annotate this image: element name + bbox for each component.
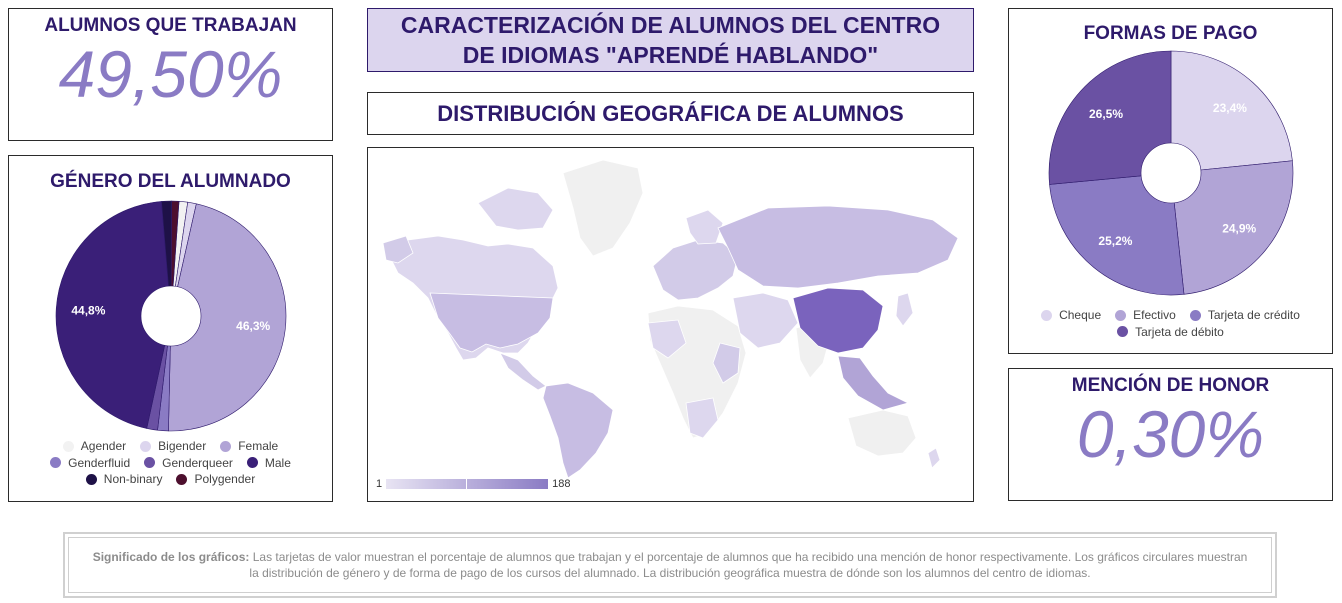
- work-card-title: ALUMNOS QUE TRABAJAN: [44, 15, 297, 36]
- legend-swatch: [220, 440, 232, 452]
- legend-label: Bigender: [158, 439, 207, 453]
- map-color-scale: 1 188: [376, 478, 570, 490]
- legend-label: Female: [238, 439, 279, 453]
- legend-swatch: [1041, 309, 1053, 321]
- work-card-value: 49,50%: [58, 37, 283, 111]
- map-region-new-zealand: [927, 447, 941, 469]
- legend-item-male[interactable]: Male: [246, 455, 291, 471]
- pie-data-label: 46,3%: [236, 319, 270, 333]
- legend-item-genderqueer[interactable]: Genderqueer: [144, 455, 233, 471]
- pie-data-label: 26,5%: [1089, 107, 1123, 121]
- legend-swatch: [62, 440, 74, 452]
- legend-label: Genderqueer: [162, 455, 233, 470]
- legend-item-tarjeta-de-cr-dito[interactable]: Tarjeta de crédito: [1189, 307, 1300, 323]
- work-value-card: ALUMNOS QUE TRABAJAN 49,50%: [8, 8, 333, 141]
- map-region-europe: [652, 239, 739, 301]
- chart-explanation: Significado de los gráficos: Las tarjeta…: [63, 532, 1277, 598]
- payment-pie-card: FORMAS DE PAGO 23,4% 24,9% 25,2% 26,5% Cheq…: [1008, 8, 1333, 354]
- legend-item-polygender[interactable]: Polygender: [176, 471, 255, 487]
- pie-slice-tarjeta-de-cr-dito[interactable]: [1049, 172, 1185, 296]
- gender-pie-title: GÉNERO DEL ALUMNADO: [50, 171, 291, 192]
- map-scale-min: 1: [376, 478, 383, 490]
- map-region-africa-west: [647, 319, 687, 359]
- legend-swatch: [176, 473, 188, 485]
- map-region-central-america: [499, 352, 547, 391]
- legend-swatch: [1117, 326, 1129, 337]
- payment-legend: Cheque Efectivo Tarjeta de crédito Tarjeta …: [1023, 307, 1318, 340]
- chart-explanation-inner: Significado de los gráficos: Las tarjeta…: [68, 537, 1272, 593]
- map-scale-max: 188: [552, 478, 571, 490]
- legend-swatch: [144, 457, 156, 468]
- map-region-australia: [847, 409, 917, 457]
- map-region-south-america: [542, 382, 614, 478]
- map-region-africa-east: [712, 342, 741, 384]
- legend-item-female[interactable]: Female: [220, 438, 278, 454]
- world-map-card: 1 188: [367, 147, 974, 502]
- chart-explanation-label: Significado de los gráficos:: [92, 550, 250, 564]
- map-region-japan: [895, 292, 914, 327]
- map-region-china: [792, 287, 884, 354]
- map-region-middle-east: [732, 292, 799, 349]
- chart-explanation-text: Las tarjetas de valor muestran el porcen…: [249, 550, 1248, 580]
- map-region-greenland: [562, 159, 644, 257]
- legend-item-agender[interactable]: Agender: [62, 438, 127, 454]
- honor-card-title: MENCIÓN DE HONOR: [1071, 375, 1270, 396]
- legend-swatch: [1115, 309, 1127, 321]
- pie-data-label: 44,8%: [71, 304, 105, 318]
- pie-slice-female[interactable]: [168, 203, 287, 432]
- map-region-alaska: [382, 235, 414, 264]
- honor-value-card: MENCIÓN DE HONOR 0,30%: [1008, 368, 1333, 501]
- legend-label: Agender: [80, 439, 127, 453]
- pie-data-label: 24,9%: [1222, 221, 1256, 235]
- legend-item-efectivo[interactable]: Efectivo: [1115, 307, 1176, 323]
- gender-pie-chart: 46,3% 44,8%: [55, 200, 287, 432]
- map-scale-gradient: [386, 479, 549, 489]
- legend-swatch: [1189, 309, 1201, 321]
- legend-label: Tarjeta de débito: [1135, 324, 1224, 339]
- legend-label: Polygender: [194, 472, 256, 486]
- legend-swatch: [246, 457, 258, 468]
- map-region-scandinavia: [685, 209, 724, 245]
- pie-center-hole: [140, 285, 202, 347]
- legend-label: Genderfluid: [68, 455, 131, 470]
- geo-title: DISTRIBUCIÓN GEOGRÁFICA DE ALUMNOS: [437, 100, 904, 126]
- legend-label: Non-binary: [103, 472, 163, 486]
- pie-slice-efectivo[interactable]: [1170, 160, 1294, 295]
- dashboard-title-box: CARACTERIZACIÓN DE ALUMNOS DEL CENTRO DE…: [367, 8, 974, 72]
- geo-title-box: DISTRIBUCIÓN GEOGRÁFICA DE ALUMNOS: [367, 92, 974, 135]
- pie-data-label: 23,4%: [1213, 101, 1247, 115]
- payment-pie-title: FORMAS DE PAGO: [1083, 23, 1258, 44]
- map-region-canada-islands: [477, 187, 554, 231]
- legend-item-bigender[interactable]: Bigender: [140, 438, 206, 454]
- pie-slice-tarjeta-de-d-bito[interactable]: [1048, 50, 1172, 185]
- map-region-africa-south: [685, 397, 719, 439]
- legend-swatch: [85, 473, 97, 485]
- legend-label: Tarjeta de crédito: [1207, 308, 1300, 322]
- gender-legend: Agender Bigender Female Genderfluid Genderqu…: [23, 438, 318, 488]
- legend-item-cheque[interactable]: Cheque: [1041, 307, 1101, 323]
- legend-item-tarjeta-de-d-bito[interactable]: Tarjeta de débito: [1117, 324, 1224, 340]
- world-map: [382, 159, 959, 478]
- pie-data-label: 25,2%: [1098, 234, 1132, 248]
- legend-item-non-binary[interactable]: Non-binary: [85, 471, 163, 487]
- pie-slice-male[interactable]: [55, 201, 172, 429]
- pie-slice-cheque[interactable]: [1170, 50, 1293, 174]
- honor-card-value: 0,30%: [1076, 397, 1265, 471]
- gender-pie-card: GÉNERO DEL ALUMNADO 46,3% 44,8% Agender Bi…: [8, 155, 333, 502]
- dashboard-title: CARACTERIZACIÓN DE ALUMNOS DEL CENTRO DE…: [400, 12, 941, 68]
- payment-pie-chart: 23,4% 24,9% 25,2% 26,5%: [1048, 50, 1294, 296]
- legend-swatch: [140, 440, 152, 452]
- legend-item-genderfluid[interactable]: Genderfluid: [50, 455, 130, 471]
- map-region-usa: [429, 292, 554, 353]
- pie-center-hole: [1140, 142, 1202, 204]
- legend-label: Cheque: [1059, 308, 1102, 322]
- map-region-southeast-asia: [837, 355, 910, 411]
- legend-swatch: [50, 457, 62, 468]
- legend-label: Efectivo: [1133, 308, 1176, 322]
- map-region-russia: [717, 205, 959, 289]
- legend-label: Male: [264, 455, 291, 470]
